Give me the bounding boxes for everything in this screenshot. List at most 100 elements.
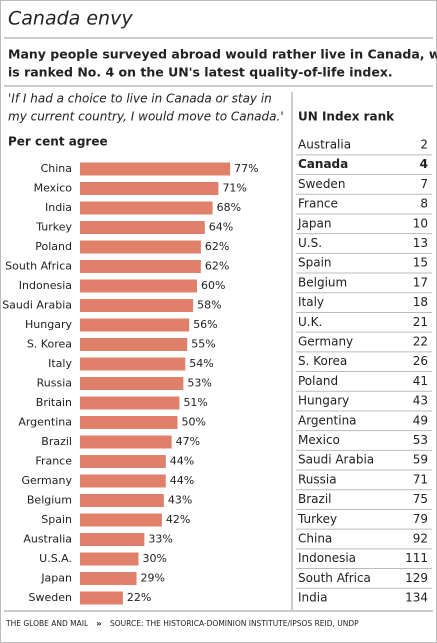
bar [80,201,213,215]
quote: 'If I had a choice to live in Canada or … [8,92,272,106]
country: Australia [298,138,351,152]
country: Germany [298,335,353,349]
country: India [298,591,327,605]
value-label: 62% [205,260,229,273]
country: China [298,532,332,546]
quote: my current country, I would move to Cana… [8,110,284,124]
category-label: Japan [40,572,72,585]
subtitle: is ranked No. 4 on the UN's latest quali… [8,65,393,80]
value-label: 43% [168,494,192,507]
bar [80,162,231,176]
category-label: Hungary [25,318,72,331]
category-label: Sweden [29,591,72,604]
value-label: 55% [191,338,215,351]
category-label: Saudi Arabia [2,299,72,312]
rank: 75 [413,492,428,506]
rank: 7 [420,177,428,191]
value-label: 54% [189,357,213,370]
category-label: Italy [48,357,72,370]
rank: 59 [413,453,428,467]
rank: 49 [413,413,428,427]
rank: 15 [413,256,428,270]
rank: 18 [413,295,428,309]
category-label: Germany [21,474,72,487]
value-label: 77% [234,162,258,175]
country: Mexico [298,433,340,447]
category-label: Poland [35,240,72,253]
value-label: 60% [201,279,225,292]
bar [80,513,162,527]
bar [80,377,184,390]
chart-title: Per cent agree [8,135,108,149]
bar [80,221,205,234]
subtitle: Many people surveyed abroad would rather… [8,47,437,62]
country: France [298,197,338,211]
country: Sweden [298,177,345,191]
value-label: 47% [176,435,200,448]
country: South Africa [298,571,371,585]
rank: 79 [413,512,428,526]
value-label: 64% [209,221,233,234]
rank: 43 [413,394,428,408]
rank: 71 [413,472,428,486]
bar [80,533,145,546]
rank: 129 [405,571,428,585]
value-label: 56% [193,318,217,331]
country: Poland [298,374,338,388]
country: Hungary [298,394,349,408]
bar [80,357,186,371]
country: Russia [298,472,337,486]
country: U.K. [298,315,322,329]
value-label: 53% [187,377,211,390]
title: Canada envy [8,8,133,30]
category-label: Belgium [27,494,72,507]
bar [80,455,166,468]
category-label: Indonesia [19,279,72,292]
category-label: Argentina [18,416,72,429]
rank: 22 [413,335,428,349]
bar [80,396,180,410]
bar [80,182,219,195]
country: Canada [298,157,348,171]
bar [80,260,201,273]
category-label: China [41,162,72,175]
bar [80,494,164,507]
country: Brazil [298,492,332,506]
rank: 134 [405,591,428,605]
rank: 4 [420,157,428,171]
country: Italy [298,295,324,309]
value-label: 44% [170,455,194,468]
category-label: Australia [23,533,72,546]
rank: 21 [413,315,428,329]
category-label: France [35,455,72,468]
country: Saudi Arabia [298,453,374,467]
category-label: South Africa [5,260,72,273]
country: Japan [297,216,331,230]
bar [80,416,178,429]
country: Belgium [298,275,347,289]
value-label: 68% [217,201,241,214]
separator: » [96,620,102,630]
source: SOURCE: THE HISTORICA-DOMINION INSTITUTE… [110,619,359,628]
rank: 17 [413,275,428,289]
country: Spain [298,256,332,270]
rank: 53 [413,433,428,447]
category-label: India [45,201,72,214]
rank: 111 [405,551,428,565]
country: S. Korea [298,354,347,368]
rank: 26 [413,354,428,368]
bar [80,338,188,351]
bar [80,591,123,605]
value-label: 42% [166,513,190,526]
category-label: Brazil [41,435,72,448]
category-label: Russia [37,377,72,390]
rank: 41 [413,374,428,388]
country: U.S. [298,236,322,250]
value-label: 22% [127,591,151,604]
rank: 2 [420,138,428,152]
bar [80,435,172,449]
bar [80,299,194,312]
category-label: Britain [36,396,72,409]
